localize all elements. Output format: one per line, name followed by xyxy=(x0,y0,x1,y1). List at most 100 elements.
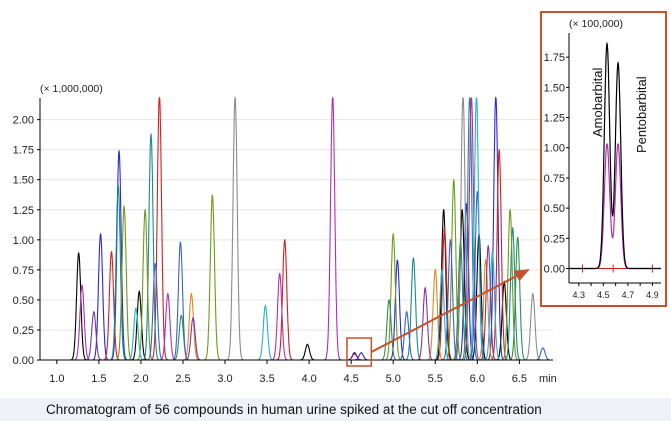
main-peak-point xyxy=(150,133,152,135)
main-peak-point xyxy=(476,191,478,193)
main-x-tick-label: 3.0 xyxy=(217,373,232,385)
inset-y-tick-label: 1.50 xyxy=(544,82,565,94)
main-y-tick-label: 1.00 xyxy=(13,235,34,247)
main-peak-point xyxy=(443,209,445,211)
main-x-tick-label: 5.0 xyxy=(386,373,401,385)
main-peak-point xyxy=(264,305,266,307)
main-peak-point xyxy=(154,263,156,265)
inset-peak-point xyxy=(606,43,608,45)
main-peak-point xyxy=(360,352,362,354)
inset-y-tick-label: 0.75 xyxy=(544,173,565,185)
main-x-tick-label: 4.5 xyxy=(344,373,359,385)
main-y-tick-label: 0.75 xyxy=(13,265,34,277)
main-peak-point xyxy=(424,287,426,289)
main-peak-point xyxy=(81,284,83,287)
main-x-tick-label: 6.5 xyxy=(512,373,527,385)
main-peak-point xyxy=(158,97,161,99)
inset-peak-point xyxy=(606,143,608,145)
main-peak-point xyxy=(406,311,408,313)
main-peak-point xyxy=(117,185,119,187)
inset-y-tick-label: 0.00 xyxy=(544,264,565,276)
main-peak-point xyxy=(118,150,120,152)
main-peak-point xyxy=(542,347,544,349)
main-peak-point xyxy=(459,241,462,243)
inset-x-ticks: 4.3 4.5 4.7 4.9 xyxy=(573,283,659,300)
main-x-tick-label: 4.0 xyxy=(301,373,316,385)
main-peak-point xyxy=(485,259,487,261)
main-x-tick-label: 1.0 xyxy=(49,373,64,385)
main-peak-point xyxy=(388,299,390,301)
main-y-ticks: 0.00 0.25 0.50 0.75 1.00 1.25 1.50 1.75 2.00 xyxy=(13,115,40,367)
main-peak-point xyxy=(123,205,125,207)
main-scale-label: (× 1,000,000) xyxy=(40,83,103,95)
main-x-tick-label: 5.5 xyxy=(428,373,443,385)
main-peak-point xyxy=(167,293,169,295)
inset-y-tick-label: 0.50 xyxy=(544,203,565,215)
zoom-arrow xyxy=(370,269,529,353)
pentobarbital-label: Pentobarbital xyxy=(634,76,649,153)
inset-peak-point xyxy=(617,62,619,64)
inset-x-tick-label: 4.3 xyxy=(573,290,586,300)
main-peak-point xyxy=(179,241,182,243)
inset-y-tick-label: 1.25 xyxy=(544,113,565,125)
main-peak-point xyxy=(306,343,309,345)
main-x-tick-label: 3.5 xyxy=(259,373,274,385)
figure-caption: Chromatogram of 56 compounds in human ur… xyxy=(46,402,542,417)
main-peak-point xyxy=(443,227,446,229)
main-peak-point xyxy=(453,179,455,181)
main-peak-point xyxy=(353,353,356,355)
main-peak-point xyxy=(93,311,95,313)
main-peak-point xyxy=(462,97,464,99)
chromatogram-figure: (× 1,000,000) 0.00 0.25 0.50 0.75 1.00 1.25 1.… xyxy=(13,11,667,385)
main-peak-point xyxy=(353,352,356,354)
amobarbital-label: Amobarbital xyxy=(590,68,605,137)
main-y-tick-label: 2.00 xyxy=(13,115,34,127)
main-peak-point xyxy=(180,314,182,317)
main-chart: (× 1,000,000) 0.00 0.25 0.50 0.75 1.00 1.25 1.… xyxy=(13,83,557,385)
main-y-tick-label: 1.25 xyxy=(13,205,34,217)
main-x-ticks: 1.0 1.5 2.0 2.5 3.0 3.5 4.0 4.5 5.0 5.5 6.0 6.5 xyxy=(49,360,527,385)
main-peak-point xyxy=(392,233,394,235)
main-peak-point xyxy=(135,307,137,309)
main-y-tick-label: 1.75 xyxy=(13,145,34,157)
main-peak-point xyxy=(498,149,500,151)
main-peak-point xyxy=(190,293,192,295)
main-peak-point xyxy=(487,245,489,247)
main-peak-point xyxy=(234,97,236,99)
zoom-region-box xyxy=(346,337,373,367)
main-peak-point xyxy=(509,209,511,211)
main-peak-point xyxy=(470,97,473,99)
main-peak-point xyxy=(532,293,534,295)
inset-scale-label: (× 100,000) xyxy=(569,18,623,30)
main-peak-point xyxy=(495,97,497,99)
zoom-arrowhead xyxy=(513,269,530,282)
main-y-tick-label: 0.25 xyxy=(13,325,34,337)
main-peak-point xyxy=(461,209,463,211)
inset-x-tick-label: 4.9 xyxy=(646,290,659,300)
main-plot-area xyxy=(40,96,553,361)
main-peak-point xyxy=(441,269,443,271)
main-peak-point xyxy=(192,317,194,319)
main-peak-point xyxy=(144,209,146,211)
main-x-tick-label: 2.0 xyxy=(133,373,148,385)
main-peak-point xyxy=(517,236,519,239)
main-peak-point xyxy=(284,239,286,241)
main-x-axis-unit: min xyxy=(539,373,557,385)
main-y-tick-label: 1.50 xyxy=(13,175,34,187)
main-peak-point xyxy=(491,251,494,253)
inset-y-tick-label: 0.25 xyxy=(544,233,565,245)
main-y-tick-label: 0.00 xyxy=(13,355,34,367)
main-peak-point xyxy=(396,259,399,261)
main-peak-point xyxy=(78,252,80,254)
inset-y-tick-label: 1.75 xyxy=(544,52,565,64)
main-peak-point xyxy=(99,233,102,235)
inset-series-trace xyxy=(569,41,661,270)
inset-y-ticks: 0.00 0.25 0.50 0.75 1.00 1.25 1.50 1.75 xyxy=(544,52,569,276)
main-peak-point xyxy=(449,239,451,241)
main-peak-point xyxy=(110,251,113,253)
main-peak-point xyxy=(412,257,414,259)
main-peak-point xyxy=(279,272,281,275)
main-peak-point xyxy=(469,97,471,99)
figure-caption-bar: Chromatogram of 56 compounds in human ur… xyxy=(0,398,671,421)
main-peak-point xyxy=(138,290,140,293)
